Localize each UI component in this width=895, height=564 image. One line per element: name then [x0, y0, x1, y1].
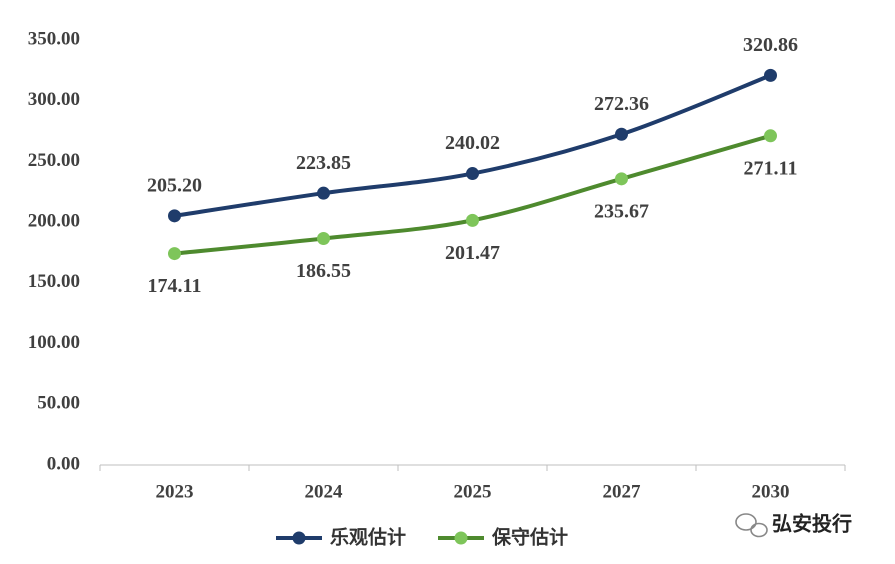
data-label: 235.67 [594, 200, 649, 222]
point [466, 167, 479, 181]
point [466, 213, 479, 227]
watermark: 弘安投行 [772, 512, 852, 536]
y-tick-label: 50.00 [37, 393, 80, 414]
point [168, 247, 181, 261]
y-tick-label: 350.00 [28, 28, 80, 49]
point [317, 231, 330, 245]
x-tick-label: 2023 [156, 481, 194, 502]
data-label: 186.55 [296, 260, 351, 282]
point [615, 172, 628, 186]
x-tick-label: 2025 [454, 481, 492, 502]
point [317, 186, 330, 200]
point [615, 127, 628, 141]
y-tick-label: 100.00 [28, 332, 80, 353]
x-tick-label: 2024 [305, 481, 344, 502]
data-label: 201.47 [445, 242, 500, 264]
y-tick-label: 150.00 [28, 271, 80, 292]
x-tick-label: 2030 [752, 481, 790, 502]
x-tick-label: 2027 [603, 481, 642, 502]
legend-marker [292, 531, 306, 545]
y-tick-label: 250.00 [28, 150, 80, 171]
y-tick-label: 300.00 [28, 89, 80, 110]
point [168, 209, 181, 223]
data-label: 272.36 [594, 93, 649, 115]
data-label: 174.11 [148, 275, 202, 297]
watermark-icon [735, 513, 768, 538]
data-label: 205.20 [147, 174, 202, 196]
data-label: 240.02 [445, 132, 500, 154]
y-tick-label: 0.00 [47, 453, 80, 474]
data-label: 271.11 [744, 157, 798, 179]
data-label: 223.85 [296, 152, 351, 174]
point [764, 129, 777, 143]
point [764, 68, 777, 82]
legend-marker [454, 531, 468, 545]
legend-label: 保守估计 [491, 526, 568, 549]
y-tick-label: 200.00 [28, 211, 80, 232]
legend-label: 乐观估计 [330, 526, 406, 549]
data-label: 320.86 [743, 34, 798, 56]
